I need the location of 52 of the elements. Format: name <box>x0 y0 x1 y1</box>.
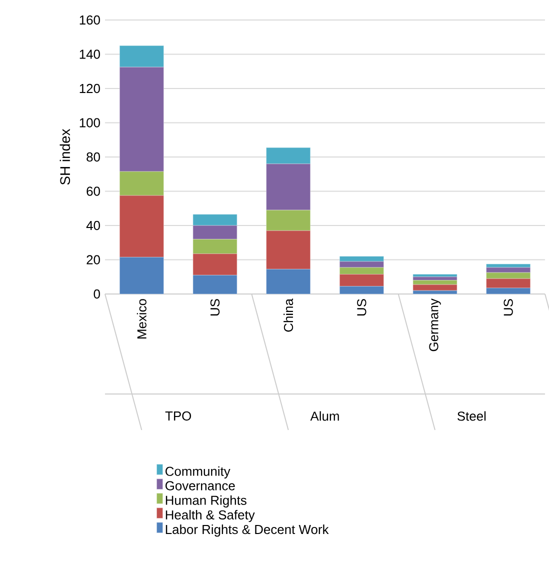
bar <box>120 195 164 258</box>
bar <box>192 225 238 240</box>
bar <box>266 210 310 231</box>
y-tick-label: 120 <box>80 84 100 94</box>
y-tick-label: 160 <box>80 15 100 25</box>
bar <box>486 272 530 279</box>
x-tick-label: US <box>504 299 513 316</box>
bar <box>120 257 164 294</box>
text: Steel <box>458 411 486 421</box>
bar <box>120 46 164 68</box>
bar <box>340 274 384 286</box>
bar <box>486 267 530 273</box>
y-tick-label: 0 <box>94 289 100 299</box>
y-tick-label: 140 <box>80 50 100 59</box>
bar <box>192 214 238 226</box>
bar <box>486 264 530 268</box>
bar <box>340 256 384 262</box>
bar <box>192 239 238 254</box>
bar <box>340 267 384 274</box>
bar <box>192 275 238 294</box>
bar <box>340 261 384 268</box>
x-tick-label: US <box>357 299 366 316</box>
bar <box>412 276 458 280</box>
bar <box>266 230 310 270</box>
bar <box>120 171 164 196</box>
y-tick-label: 100 <box>80 118 100 128</box>
y-tick-label: 60 <box>86 186 100 196</box>
legend-label: Labor Rights & Decent Work <box>166 524 329 537</box>
bar <box>120 66 164 172</box>
text: TPO <box>165 411 192 421</box>
bar <box>412 290 458 294</box>
text: Alum <box>310 411 339 421</box>
legend-label: Community <box>166 466 230 478</box>
x-tick-label: US <box>210 299 220 316</box>
bar <box>486 278 530 288</box>
y-tick-label: 80 <box>86 152 100 162</box>
legend-label: Governance <box>166 481 235 490</box>
bar <box>192 254 238 276</box>
bar <box>266 269 310 294</box>
y-axis-title: SH index <box>60 128 70 185</box>
legend-label: Health & Safety <box>166 510 255 522</box>
bar <box>266 164 310 210</box>
bar <box>486 288 530 294</box>
legend-label: Human Rights <box>166 495 246 508</box>
x-tick-label: Germany <box>429 298 441 352</box>
bar <box>266 147 310 164</box>
x-tick-label: Mexico <box>136 299 146 338</box>
bar <box>340 286 384 294</box>
y-tick-label: 20 <box>86 255 100 264</box>
x-tick-label: China <box>284 298 294 332</box>
y-tick-label: 40 <box>86 220 100 230</box>
bar <box>412 280 458 285</box>
